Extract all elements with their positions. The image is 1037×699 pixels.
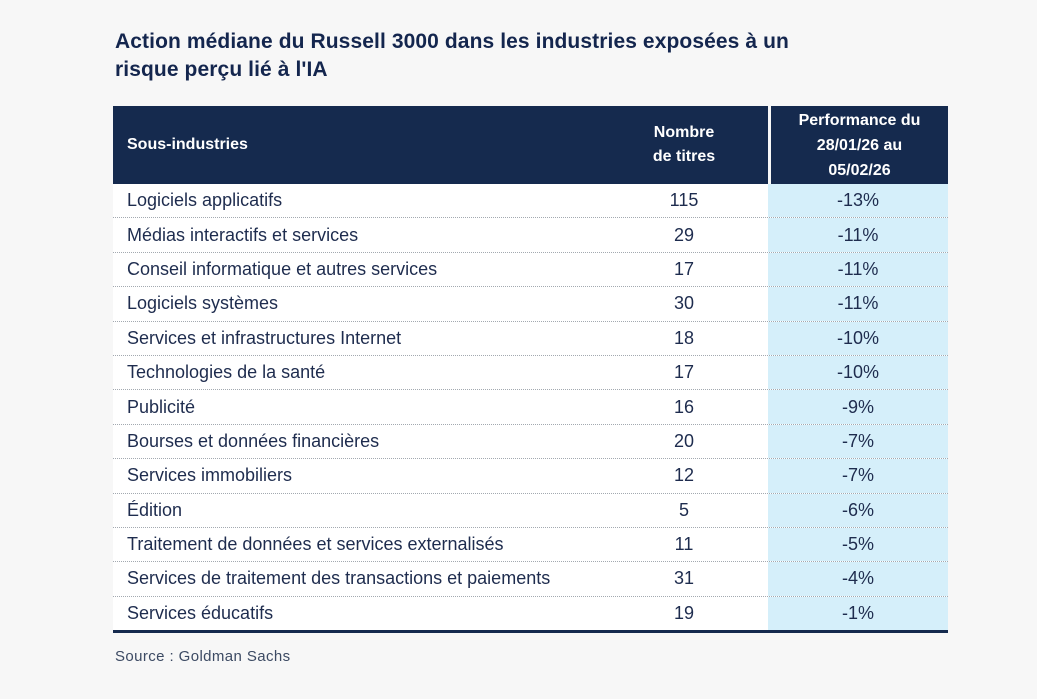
count-cell: 30 xyxy=(673,293,695,314)
table-row: Services éducatifs 19 -1% xyxy=(113,595,948,631)
performance-cell: -9% xyxy=(768,390,948,424)
subindustry-cell: Publicité xyxy=(127,396,196,417)
subindustry-cell: Technologies de la santé xyxy=(127,362,326,383)
count-cell: 12 xyxy=(673,465,695,486)
count-cell: 18 xyxy=(673,327,695,348)
subindustry-cell: Services et infrastructures Internet xyxy=(127,327,402,348)
subindustry-cell: Services immobiliers xyxy=(127,465,293,486)
data-table: Sous-industries Nombre de titres Perform… xyxy=(113,106,948,634)
performance-cell: -11% xyxy=(768,218,948,252)
performance-cell: -4% xyxy=(768,562,948,596)
count-cell: 16 xyxy=(673,396,695,417)
performance-cell: -7% xyxy=(768,459,948,493)
table-row: Bourses et données financières 20 -7% xyxy=(113,423,948,459)
performance-cell: -10% xyxy=(768,355,948,390)
table-row: Traitement de données et services extern… xyxy=(113,526,948,562)
table-row: Conseil informatique et autres services … xyxy=(113,251,948,287)
count-cell: 31 xyxy=(673,568,695,589)
count-cell: 29 xyxy=(673,224,695,245)
count-cell: 5 xyxy=(678,499,689,520)
performance-cell: -5% xyxy=(768,527,948,562)
table-header-row: Sous-industries Nombre de titres Perform… xyxy=(113,106,948,184)
subindustry-cell: Logiciels systèmes xyxy=(127,293,279,314)
performance-cell: -11% xyxy=(768,287,948,321)
performance-cell: -7% xyxy=(768,424,948,459)
subindustry-cell: Services éducatifs xyxy=(127,602,274,623)
table-row: Publicité 16 -9% xyxy=(113,389,948,424)
table-row: Logiciels systèmes 30 -11% xyxy=(113,286,948,321)
header-cell-performance: Performance du 28/01/26 au 05/02/26 xyxy=(768,106,948,184)
subindustry-cell: Conseil informatique et autres services xyxy=(127,258,438,279)
table-row: Services de traitement des transactions … xyxy=(113,561,948,596)
count-cell: 11 xyxy=(674,534,694,555)
source-attribution: Source : Goldman Sachs xyxy=(115,648,291,665)
performance-cell: -10% xyxy=(768,321,948,355)
count-cell: 19 xyxy=(673,602,695,623)
header-cell-count: Nombre de titres xyxy=(652,124,716,165)
performance-cell: -13% xyxy=(768,184,948,218)
table-row: Technologies de la santé 17 -10% xyxy=(113,354,948,390)
table-row: Médias interactifs et services 29 -11% xyxy=(113,217,948,252)
table-row: Logiciels applicatifs 115 -13% xyxy=(113,184,948,218)
performance-cell: -6% xyxy=(768,493,948,527)
header-cell-subindustries: Sous-industries xyxy=(127,136,248,153)
subindustry-cell: Médias interactifs et services xyxy=(127,224,359,245)
count-cell: 17 xyxy=(673,258,695,279)
performance-cell: -11% xyxy=(768,252,948,287)
subindustry-cell: Services de traitement des transactions … xyxy=(127,568,551,589)
subindustry-cell: Bourses et données financières xyxy=(127,430,380,451)
table-row: Édition 5 -6% xyxy=(113,492,948,527)
table-row: Services immobiliers 12 -7% xyxy=(113,458,948,493)
count-cell: 20 xyxy=(673,430,695,451)
performance-cell: -1% xyxy=(768,596,948,631)
count-cell: 115 xyxy=(669,190,699,211)
subindustry-cell: Logiciels applicatifs xyxy=(127,190,283,211)
table-row: Services et infrastructures Internet 18 … xyxy=(113,320,948,355)
subindustry-cell: Édition xyxy=(127,499,183,520)
count-cell: 17 xyxy=(673,362,695,383)
subindustry-cell: Traitement de données et services extern… xyxy=(127,534,504,555)
page-title: Action médiane du Russell 3000 dans les … xyxy=(115,30,789,81)
